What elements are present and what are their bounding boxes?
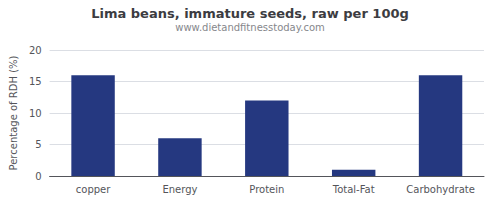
svg-text:Carbohydrate: Carbohydrate <box>406 184 475 195</box>
svg-text:Energy: Energy <box>162 184 197 195</box>
svg-text:Total-Fat: Total-Fat <box>332 184 375 195</box>
svg-text:www.dietandfitnesstoday.com: www.dietandfitnesstoday.com <box>175 22 324 33</box>
svg-text:Percentage of RDH (%): Percentage of RDH (%) <box>8 55 19 170</box>
svg-text:0: 0 <box>35 171 41 182</box>
svg-text:10: 10 <box>29 108 42 119</box>
svg-text:20: 20 <box>29 45 42 56</box>
svg-text:copper: copper <box>76 184 111 195</box>
svg-text:15: 15 <box>29 76 42 87</box>
svg-text:Protein: Protein <box>249 184 284 195</box>
svg-text:5: 5 <box>35 139 41 150</box>
svg-text:Lima beans, immature seeds, ra: Lima beans, immature seeds, raw per 100g <box>91 6 409 21</box>
